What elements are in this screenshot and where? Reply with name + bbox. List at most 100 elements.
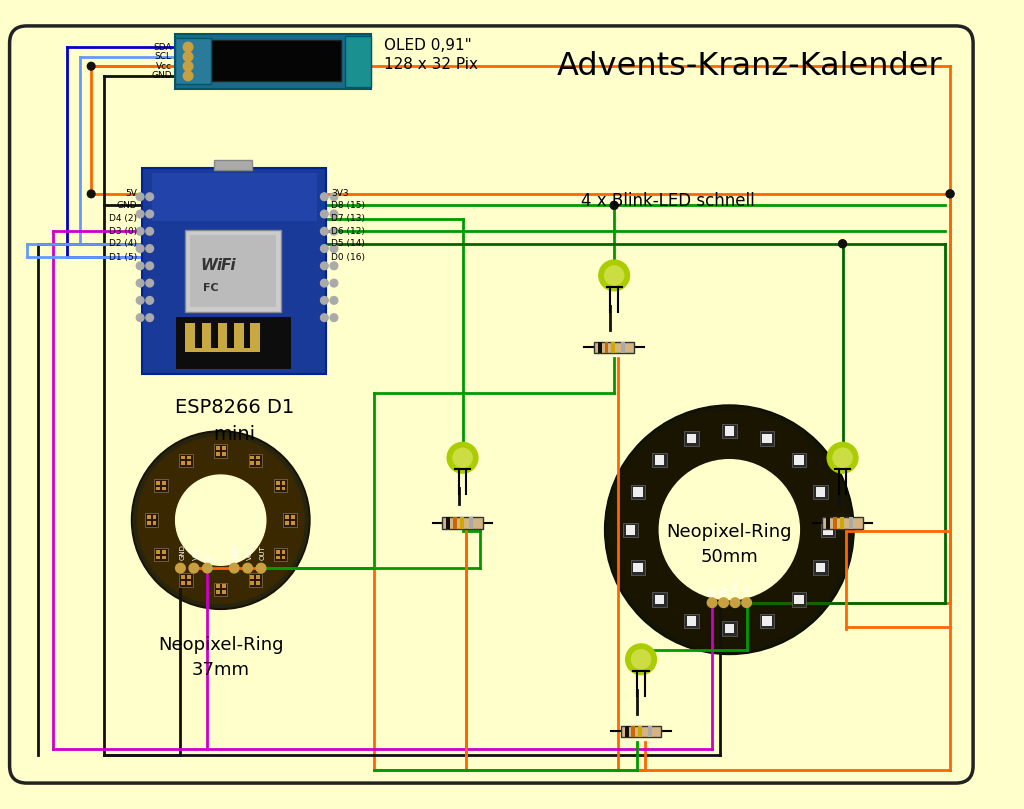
Circle shape bbox=[321, 297, 329, 304]
Bar bbox=[216, 591, 220, 594]
Circle shape bbox=[659, 460, 800, 599]
Bar bbox=[275, 550, 280, 553]
Text: IN: IN bbox=[206, 553, 212, 561]
Bar bbox=[632, 726, 635, 737]
Bar bbox=[221, 447, 225, 450]
Bar bbox=[275, 486, 280, 490]
Text: D6 (12): D6 (12) bbox=[331, 227, 365, 235]
Bar bbox=[251, 324, 260, 352]
Circle shape bbox=[136, 279, 144, 287]
Circle shape bbox=[741, 598, 752, 608]
Circle shape bbox=[189, 563, 199, 573]
Text: 5V: 5V bbox=[720, 585, 729, 595]
Bar bbox=[722, 424, 736, 438]
Bar bbox=[249, 454, 262, 467]
Bar bbox=[162, 550, 166, 553]
Bar bbox=[826, 517, 830, 529]
Circle shape bbox=[176, 563, 185, 573]
Bar bbox=[282, 550, 286, 553]
Text: DI: DI bbox=[709, 587, 718, 595]
Bar bbox=[823, 525, 833, 535]
Circle shape bbox=[145, 262, 154, 269]
Text: DO: DO bbox=[743, 583, 752, 595]
Bar bbox=[181, 581, 185, 585]
Bar bbox=[273, 548, 288, 561]
Text: Neopixel-Ring
37mm: Neopixel-Ring 37mm bbox=[158, 636, 284, 680]
Bar bbox=[275, 556, 280, 560]
Bar bbox=[345, 36, 372, 87]
Bar bbox=[442, 517, 482, 529]
Circle shape bbox=[203, 563, 212, 573]
Bar bbox=[202, 324, 211, 352]
Text: Neopixel-Ring
50mm: Neopixel-Ring 50mm bbox=[667, 523, 793, 565]
Bar bbox=[256, 581, 260, 585]
Bar bbox=[282, 556, 286, 560]
Bar bbox=[633, 487, 643, 497]
Bar bbox=[446, 517, 451, 529]
Text: ESP8266 D1
mini: ESP8266 D1 mini bbox=[174, 398, 294, 444]
Circle shape bbox=[136, 314, 144, 321]
Text: D5 (14): D5 (14) bbox=[331, 239, 365, 248]
Bar bbox=[816, 563, 825, 572]
Circle shape bbox=[330, 262, 338, 269]
Bar bbox=[142, 168, 327, 375]
Bar bbox=[185, 324, 195, 352]
Bar bbox=[153, 521, 157, 525]
Circle shape bbox=[604, 405, 854, 654]
Bar bbox=[146, 521, 151, 525]
Text: SCL: SCL bbox=[155, 52, 172, 61]
Bar bbox=[145, 514, 159, 527]
Text: Vcc: Vcc bbox=[193, 548, 199, 561]
Bar bbox=[214, 160, 252, 170]
Bar bbox=[181, 575, 185, 579]
Bar bbox=[156, 556, 160, 560]
Bar bbox=[813, 485, 827, 499]
Text: Vcc: Vcc bbox=[156, 61, 172, 70]
Bar bbox=[185, 231, 282, 312]
Text: 128 x 32 Pix: 128 x 32 Pix bbox=[384, 57, 478, 72]
Bar bbox=[822, 517, 863, 529]
Circle shape bbox=[145, 210, 154, 218]
Circle shape bbox=[145, 193, 154, 201]
Bar bbox=[251, 581, 254, 585]
Bar bbox=[469, 517, 473, 529]
Text: Vcc: Vcc bbox=[247, 548, 253, 561]
Text: D7 (13): D7 (13) bbox=[331, 214, 366, 223]
Bar bbox=[283, 514, 297, 527]
Circle shape bbox=[183, 61, 193, 71]
Text: D4 (2): D4 (2) bbox=[110, 214, 137, 223]
Circle shape bbox=[330, 279, 338, 287]
Bar bbox=[181, 455, 185, 460]
Bar bbox=[604, 341, 608, 354]
Bar bbox=[453, 517, 457, 529]
Circle shape bbox=[136, 244, 144, 252]
Bar bbox=[652, 592, 667, 607]
Circle shape bbox=[330, 193, 338, 201]
Bar bbox=[179, 454, 193, 467]
Circle shape bbox=[183, 71, 193, 81]
Bar bbox=[611, 341, 615, 354]
Circle shape bbox=[330, 210, 338, 218]
Circle shape bbox=[610, 201, 618, 210]
Circle shape bbox=[243, 563, 252, 573]
Circle shape bbox=[321, 262, 329, 269]
Bar bbox=[214, 444, 227, 458]
Text: 5V: 5V bbox=[125, 189, 137, 198]
Bar bbox=[652, 453, 667, 467]
Text: Advents-Kranz-Kalender: Advents-Kranz-Kalender bbox=[557, 51, 942, 82]
Circle shape bbox=[599, 260, 630, 290]
Circle shape bbox=[833, 448, 852, 468]
Bar bbox=[216, 447, 220, 450]
Bar bbox=[282, 481, 286, 485]
Bar bbox=[626, 525, 635, 535]
Circle shape bbox=[145, 314, 154, 321]
Circle shape bbox=[839, 240, 847, 248]
Bar bbox=[291, 515, 295, 519]
Circle shape bbox=[321, 244, 329, 252]
Text: D8 (15): D8 (15) bbox=[331, 201, 366, 210]
Bar bbox=[175, 38, 211, 84]
Bar bbox=[234, 324, 244, 352]
Bar bbox=[251, 461, 254, 465]
Bar bbox=[162, 556, 166, 560]
Bar bbox=[249, 574, 262, 587]
